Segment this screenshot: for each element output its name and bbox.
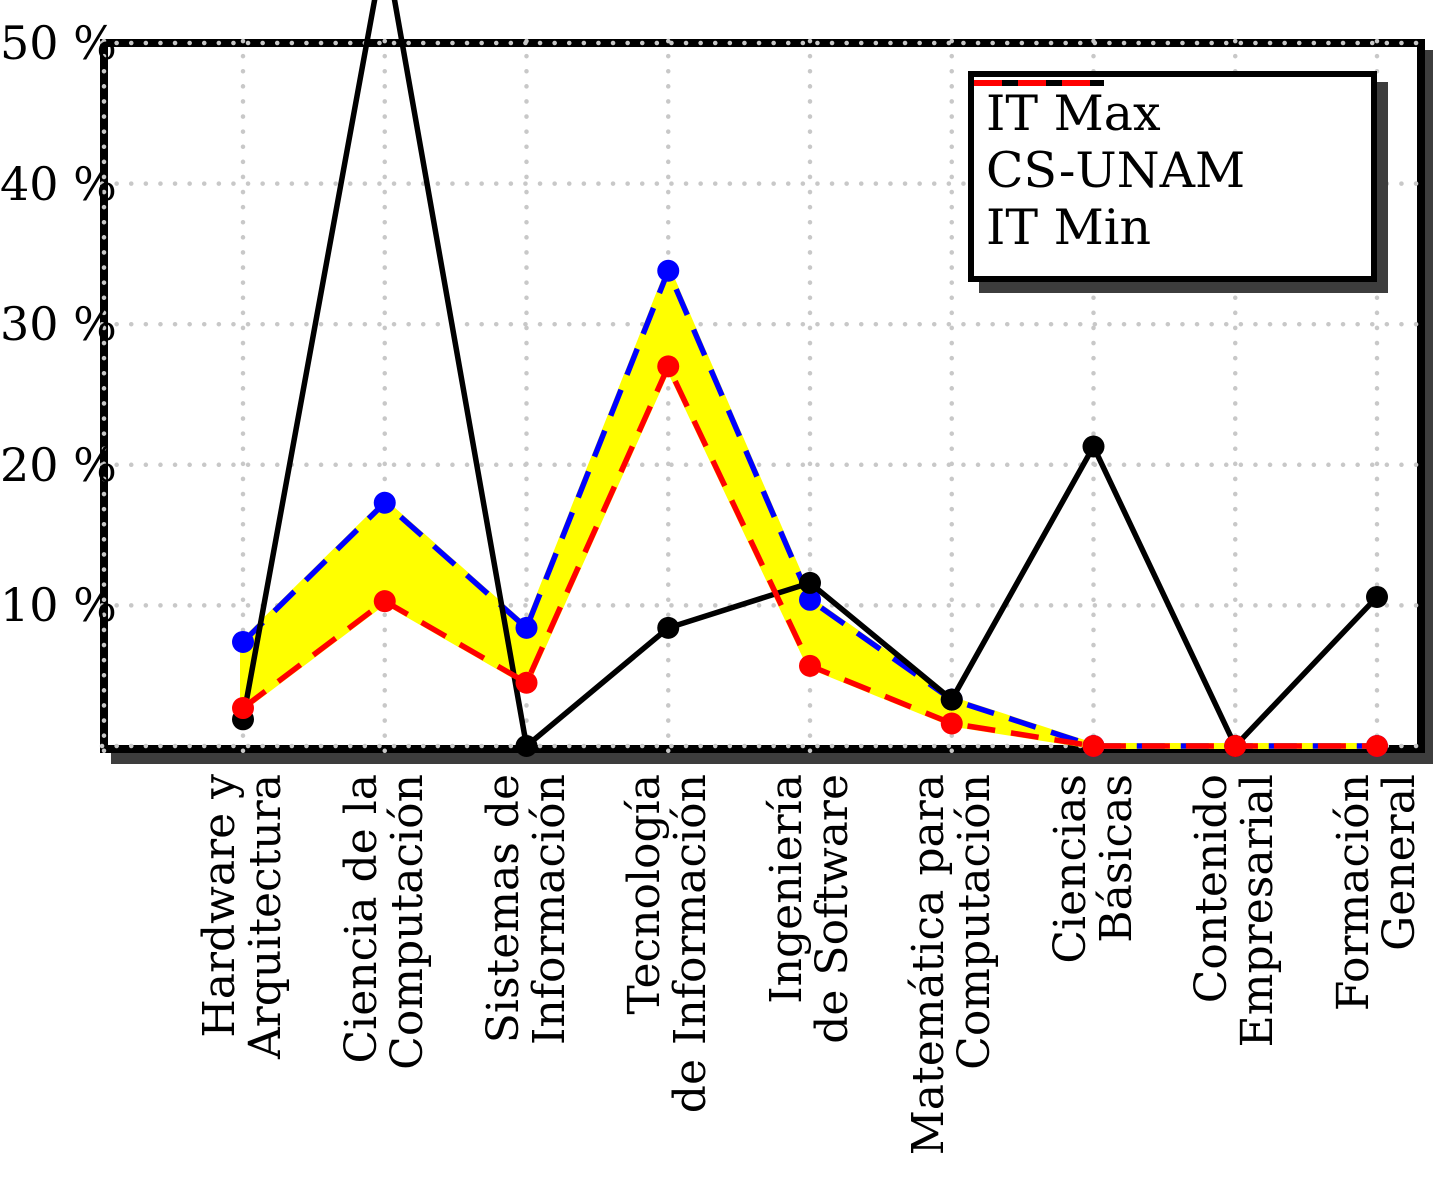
- data-point-marker: [1224, 735, 1247, 757]
- data-point-marker: [232, 697, 254, 720]
- data-point-marker: [657, 616, 680, 639]
- data-point-marker: [940, 688, 963, 711]
- data-point-marker: [515, 671, 538, 694]
- data-point-marker: [1366, 585, 1388, 608]
- data-point-marker: [1082, 735, 1105, 757]
- data-point-marker: [515, 735, 538, 757]
- legend-entry-it-min: IT Min: [974, 80, 1371, 256]
- x-axis-label-text: Ciencia de la Computación: [335, 774, 433, 1070]
- legend-label-it-min: IT Min: [986, 199, 1152, 256]
- data-point-marker: [1366, 735, 1388, 757]
- data-point-marker: [373, 590, 396, 613]
- legend-entry-it-max: IT Max: [974, 80, 1371, 142]
- data-point-marker: [232, 630, 254, 653]
- data-point-marker: [657, 355, 680, 378]
- data-point-marker: [515, 616, 538, 639]
- legend-label-it-max: IT Max: [986, 85, 1161, 142]
- data-point-marker: [373, 491, 396, 514]
- y-tick-label: 30 %: [0, 297, 117, 352]
- y-tick-label: 10 %: [0, 578, 117, 633]
- data-point-marker: [799, 588, 821, 611]
- y-tick-label: 40 %: [0, 156, 117, 211]
- x-axis-label-text: Hardware y Arquitectura: [194, 774, 291, 1060]
- x-axis-label-text: Formación General: [1328, 774, 1425, 1012]
- x-axis-label-text: Matemática para Computación: [902, 774, 1000, 1156]
- data-point-marker: [799, 571, 821, 594]
- data-point-marker: [799, 654, 821, 677]
- data-point-marker: [657, 259, 680, 282]
- data-series: [232, 0, 1388, 757]
- data-point-marker: [1082, 435, 1105, 458]
- y-tick-label: 20 %: [0, 437, 117, 492]
- x-axis-label-text: Ciencias Básicas: [1044, 774, 1142, 964]
- x-axis-label-text: Sistemas de Información: [477, 774, 575, 1046]
- x-axis-label-text: Contenido Empresarial: [1186, 774, 1284, 1048]
- legend-entry-cs-unam: CS-UNAM: [974, 80, 1371, 199]
- y-tick-label: 50 %: [0, 16, 117, 70]
- x-axis-label-text: Ingeniería de Software: [761, 774, 858, 1044]
- legend-label-cs-unam: CS-UNAM: [986, 142, 1246, 199]
- data-point-marker: [940, 712, 963, 735]
- series-it-min: [232, 355, 1388, 757]
- x-axis-label-text: Tecnología de Información: [619, 774, 717, 1114]
- legend: IT Max CS-UNAM IT Min: [968, 71, 1377, 282]
- legend-line-sample-it-min: [974, 80, 1104, 86]
